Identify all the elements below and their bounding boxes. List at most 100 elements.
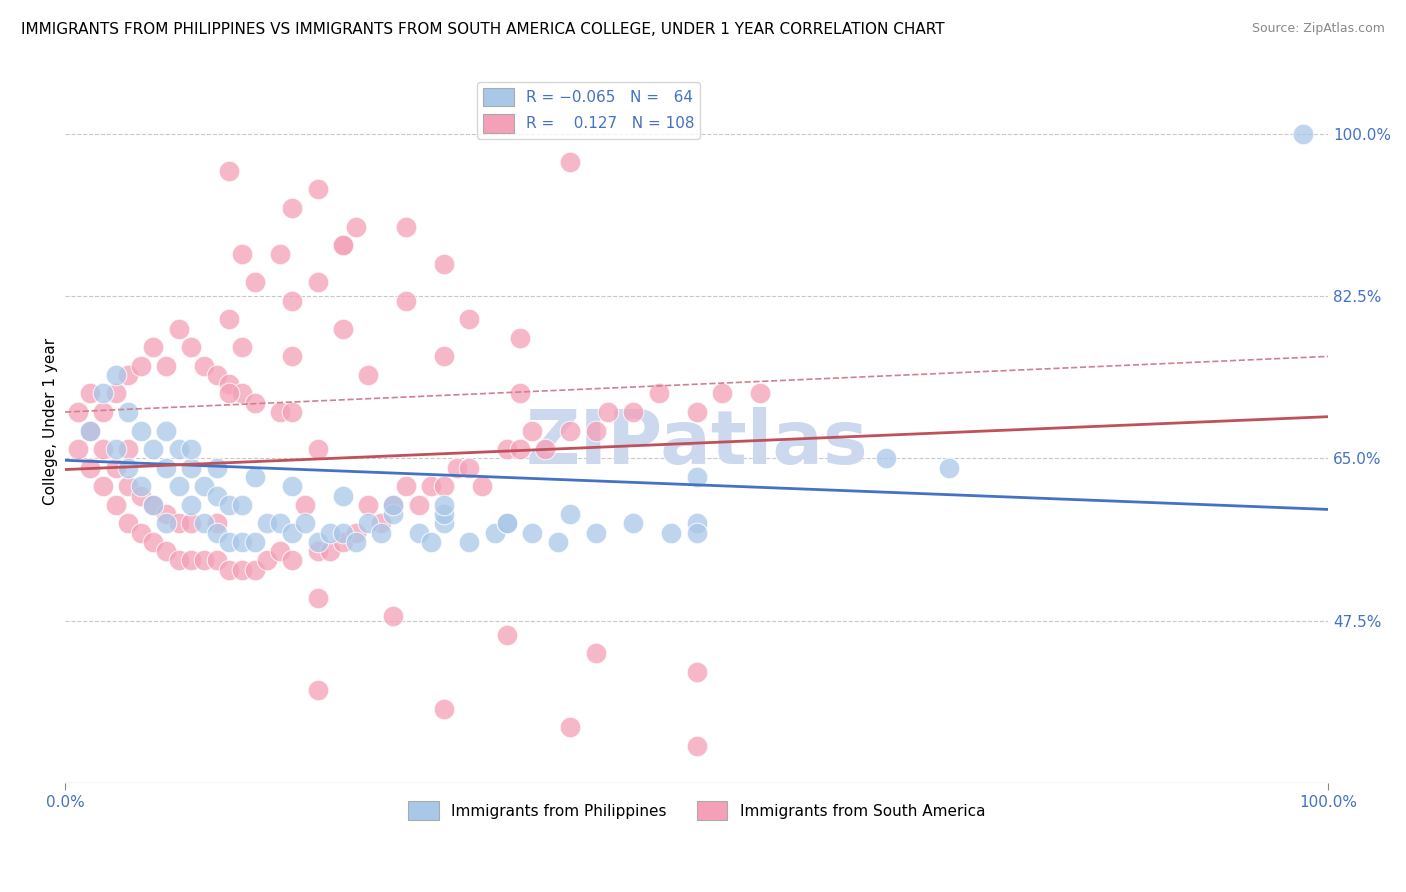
Point (193, 479, 215, 493)
Point (547, 535, 569, 549)
Point (180, 460, 202, 475)
Point (420, 479, 443, 493)
Point (281, 479, 304, 493)
Point (231, 535, 253, 549)
Point (458, 460, 481, 475)
Point (332, 489, 354, 503)
Point (370, 525, 392, 540)
Point (370, 516, 392, 531)
Point (231, 386, 253, 401)
Point (117, 479, 139, 493)
Point (281, 293, 304, 308)
Point (496, 516, 519, 531)
Point (319, 544, 342, 558)
Point (79, 424, 101, 438)
Point (294, 498, 316, 512)
Point (91, 442, 114, 457)
Point (231, 563, 253, 577)
Point (420, 535, 443, 549)
Point (256, 516, 278, 531)
Point (433, 257, 456, 271)
Point (332, 238, 354, 252)
Point (647, 386, 669, 401)
Point (269, 247, 291, 261)
Point (167, 442, 190, 457)
Point (218, 377, 240, 392)
Point (205, 516, 228, 531)
Point (332, 535, 354, 549)
Point (585, 646, 607, 660)
Point (446, 460, 468, 475)
Point (155, 359, 177, 373)
Point (79, 386, 101, 401)
Point (142, 340, 165, 354)
Point (243, 470, 266, 484)
Point (382, 498, 405, 512)
Point (294, 516, 316, 531)
Point (167, 516, 190, 531)
Point (218, 164, 240, 178)
Point (180, 516, 202, 531)
Point (129, 479, 152, 493)
Point (534, 442, 557, 457)
Point (66, 405, 89, 419)
Point (243, 535, 266, 549)
Point (433, 507, 456, 521)
Point (685, 665, 707, 679)
Point (231, 498, 253, 512)
Point (256, 553, 278, 567)
Point (205, 553, 228, 567)
Point (685, 525, 707, 540)
Point (458, 312, 481, 326)
Point (458, 535, 481, 549)
Point (748, 386, 770, 401)
Point (205, 460, 228, 475)
Point (117, 516, 139, 531)
Point (382, 609, 405, 624)
Point (218, 535, 240, 549)
Point (344, 525, 367, 540)
Point (938, 460, 960, 475)
Point (193, 359, 215, 373)
Point (357, 368, 380, 382)
Point (281, 350, 304, 364)
Point (205, 489, 228, 503)
Point (496, 516, 519, 531)
Point (218, 563, 240, 577)
Point (180, 340, 202, 354)
Point (218, 312, 240, 326)
Point (281, 201, 304, 215)
Point (193, 553, 215, 567)
Point (79, 424, 101, 438)
Point (623, 405, 645, 419)
Point (307, 182, 329, 196)
Point (509, 442, 531, 457)
Point (205, 525, 228, 540)
Point (710, 386, 733, 401)
Point (395, 479, 418, 493)
Point (155, 544, 177, 558)
Point (243, 563, 266, 577)
Point (433, 498, 456, 512)
Point (560, 424, 582, 438)
Point (496, 627, 519, 641)
Point (623, 516, 645, 531)
Y-axis label: College, Under 1 year: College, Under 1 year (44, 338, 58, 505)
Point (408, 498, 430, 512)
Point (129, 489, 152, 503)
Point (167, 479, 190, 493)
Point (91, 405, 114, 419)
Point (433, 516, 456, 531)
Point (344, 219, 367, 234)
Point (180, 442, 202, 457)
Point (307, 442, 329, 457)
Point (218, 498, 240, 512)
Point (218, 386, 240, 401)
Point (155, 516, 177, 531)
Point (104, 368, 127, 382)
Point (117, 442, 139, 457)
Point (332, 321, 354, 335)
Point (307, 591, 329, 605)
Point (332, 238, 354, 252)
Point (585, 424, 607, 438)
